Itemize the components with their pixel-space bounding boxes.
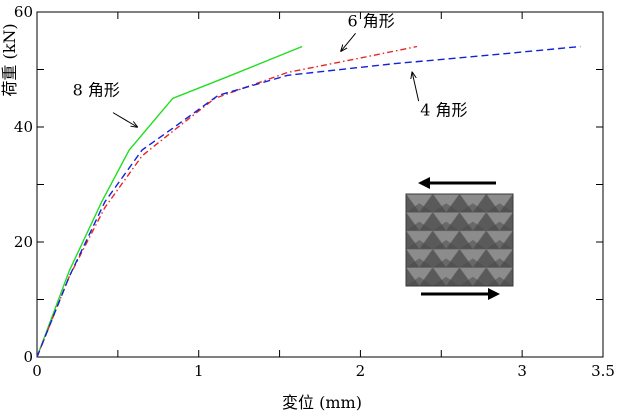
x-axis-label: 変位 (mm) [282, 393, 362, 412]
y-tick-label: 40 [14, 118, 33, 136]
x-tick-label: 0 [32, 362, 42, 380]
series-line-0 [36, 45, 303, 358]
y-tick-label: 60 [14, 3, 33, 21]
hexagonal-column-specimen-icon [405, 193, 514, 287]
x-tick-label: 1 [194, 362, 204, 380]
annotation-label-1: 6 角形 [347, 11, 394, 30]
annotation-arrow-1 [341, 32, 356, 51]
series-line-1 [36, 45, 418, 358]
y-tick-label: 20 [14, 233, 33, 251]
x-tick-label: 3.5 [591, 362, 615, 380]
annotation-arrow-2 [412, 72, 420, 102]
series-line-2 [36, 45, 581, 358]
specimen-inset [405, 177, 514, 300]
y-axis-label: 荷重 (kN) [0, 23, 19, 96]
annotation-arrow-0 [112, 112, 137, 127]
y-tick-label: 0 [23, 348, 33, 366]
x-tick-label: 3 [517, 362, 527, 380]
annotation-layer: 8 角形 6 角形 4 角形 [73, 11, 468, 127]
shear-arrow-top-icon [418, 177, 496, 189]
shear-arrow-bottom-icon [421, 288, 500, 300]
y-axis-ticks: 0 20 40 60 [14, 3, 603, 366]
x-axis-ticks: 0 1 2 3 3.5 [32, 12, 615, 380]
x-tick-label: 2 [356, 362, 366, 380]
annotation-label-0: 8 角形 [73, 80, 120, 99]
annotation-label-2: 4 角形 [420, 101, 467, 120]
series-layer [36, 45, 581, 358]
